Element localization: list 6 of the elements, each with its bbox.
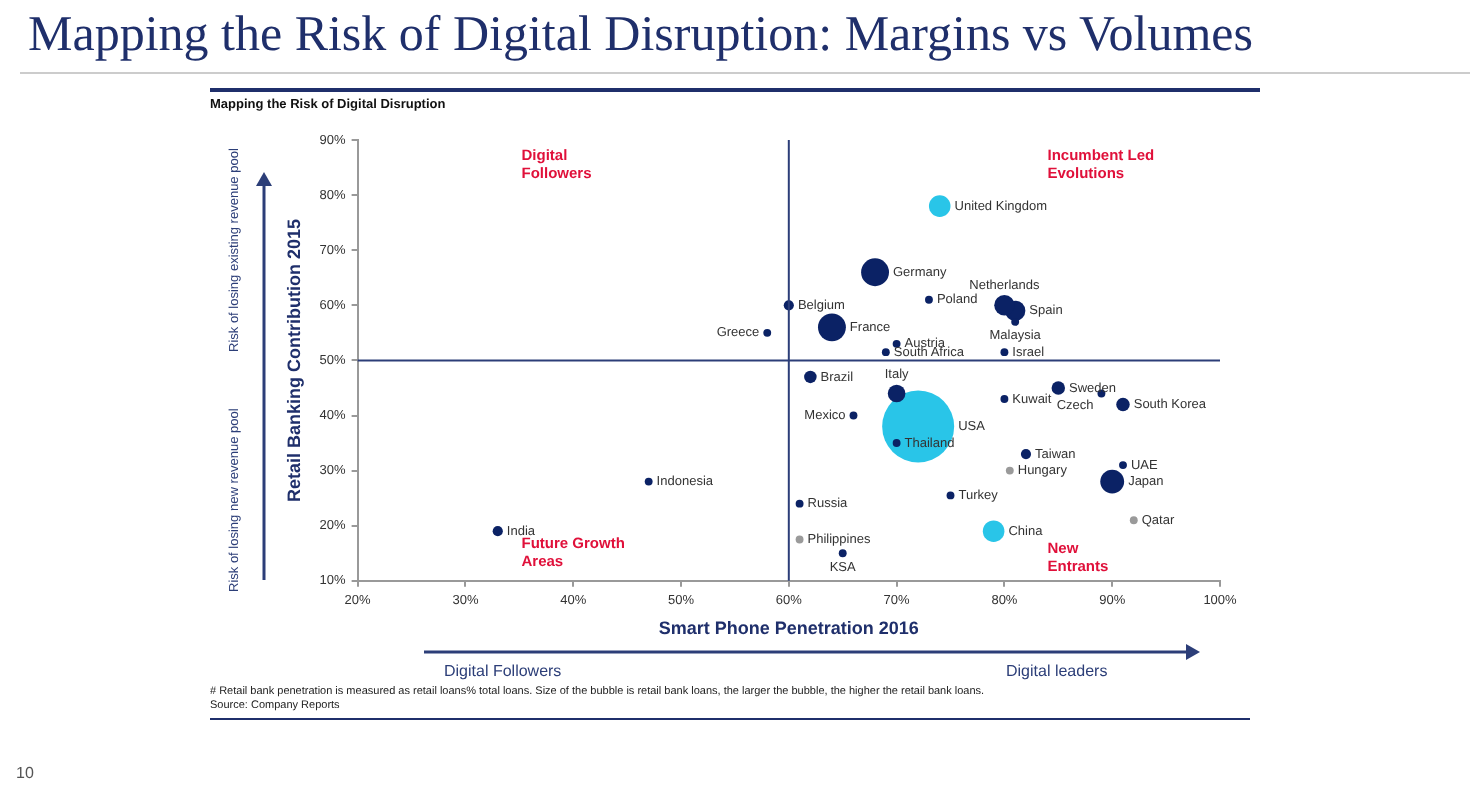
- x-axis-title: Smart Phone Penetration 2016: [658, 618, 919, 639]
- text: Digital Followers: [444, 662, 562, 680]
- y-axis-title: Retail Banking Contribution 2015: [283, 218, 304, 502]
- text: Digital leaders: [1006, 662, 1108, 680]
- chart-title: Mapping the Risk of Digital Disruption: Margins vs Volumes: [28, 8, 1254, 64]
- text: 10: [16, 764, 34, 782]
